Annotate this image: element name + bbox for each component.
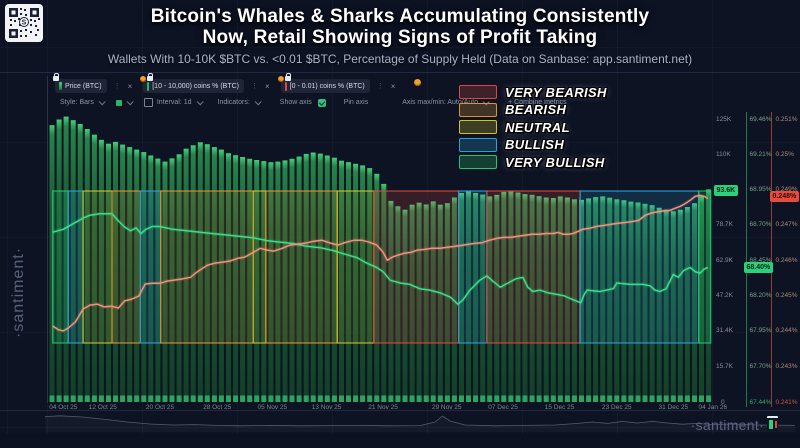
lock-icon: [147, 73, 154, 81]
metric-label: [0 - 0.01) coins % (BTC): [289, 82, 365, 90]
header: Bitcoin's Whales & Sharks Accumulating C…: [0, 6, 800, 66]
legend-swatch: [459, 85, 497, 99]
metric-pill[interactable]: [0 - 0.01) coins % (BTC): [277, 73, 370, 93]
metric-color-indicator: [284, 81, 287, 91]
metric-color-indicator: [147, 81, 150, 91]
metric-pill[interactable]: Price (BTC): [53, 73, 107, 93]
legend-row: NEUTRAL: [459, 119, 607, 135]
combine-metrics-button[interactable]: + Combine metrics: [508, 99, 567, 106]
legend-label: VERY BULLISH: [505, 154, 605, 170]
legend-swatch: [459, 120, 497, 135]
legend-swatch: [459, 137, 497, 152]
bottom-watermark: ·santiment·: [690, 417, 764, 433]
bottom-strip: [0, 434, 800, 448]
legend-row: VERY BEARISH: [459, 84, 607, 100]
santiment-candle-icon: [767, 416, 778, 431]
alert-dot-icon: [277, 76, 284, 82]
metric-close-button[interactable]: ×: [127, 81, 133, 91]
alert-dot-icon: [140, 76, 147, 82]
metric-color-indicator: [59, 82, 62, 90]
axis-maxmin-dropdown[interactable]: Axis max/min: Auto/Auto: [402, 99, 479, 106]
alert-dot-icon[interactable]: [414, 78, 422, 86]
svg-text:S: S: [22, 20, 27, 27]
metric-label: Price (BTC): [65, 82, 102, 90]
interval-dropdown[interactable]: Interval: 1d: [156, 99, 192, 106]
header-divider: [0, 72, 800, 73]
page-title-line2: Now, Retail Showing Signs of Profit Taki…: [202, 27, 598, 48]
price-current-badge: 93.6K: [714, 185, 738, 196]
metric-pill[interactable]: [10 - 10,000) coins % (BTC): [140, 73, 244, 93]
page-title-line1: Bitcoin's Whales & Sharks Accumulating C…: [150, 6, 650, 27]
metric-more-button[interactable]: ⋮: [251, 83, 258, 90]
retail-current-badge: 0.248%: [770, 191, 799, 202]
style-dropdown[interactable]: Style: Bars: [60, 99, 94, 106]
legend-swatch: [459, 102, 497, 117]
indicators-dropdown[interactable]: Indicators:: [217, 99, 250, 106]
show-axis-checkbox[interactable]: [317, 98, 326, 107]
legend-label: BULLISH: [505, 137, 565, 153]
metric-more-button[interactable]: ⋮: [376, 83, 384, 90]
qr-code-icon: S: [5, 4, 43, 42]
legend-label: VERY BEARISH: [505, 84, 607, 100]
sentiment-legend: VERY BEARISH BEARISH NEUTRAL BULLISH VERY BU…: [459, 84, 607, 172]
legend-label: BEARISH: [505, 102, 567, 118]
page-subtitle: Wallets With 10-10K $BTC vs. <0.01 $BTC,…: [107, 52, 693, 66]
legend-label: NEUTRAL: [505, 119, 570, 135]
whale-current-badge: 68.40%: [744, 262, 773, 273]
calendar-icon: [143, 98, 153, 107]
metric-label: [10 - 10,000) coins % (BTC): [152, 82, 239, 90]
lock-icon: [53, 73, 59, 81]
metrics-toolbar: Price (BTC) ⋮ × [10 - 10,000) coins % (BTC)…: [53, 73, 422, 93]
metric-close-button[interactable]: ×: [390, 81, 396, 91]
pin-axis-button[interactable]: Pin axis: [343, 99, 369, 106]
lock-icon: [284, 73, 291, 81]
chart-controls-toolbar: Style: Bars Interval: 1d Indicators: Sho…: [60, 98, 567, 107]
metric-close-button[interactable]: ×: [265, 81, 270, 91]
metric-more-button[interactable]: ⋮: [113, 83, 121, 90]
legend-swatch: [459, 155, 497, 170]
navigator-divider: [0, 410, 800, 411]
show-axis-label: Show axis: [279, 99, 312, 106]
left-watermark: ·santiment·: [10, 246, 27, 338]
color-swatch-button[interactable]: [115, 99, 122, 106]
legend-row: VERY BULLISH: [459, 154, 607, 170]
legend-row: BEARISH: [459, 102, 607, 118]
legend-row: BULLISH: [459, 137, 607, 153]
